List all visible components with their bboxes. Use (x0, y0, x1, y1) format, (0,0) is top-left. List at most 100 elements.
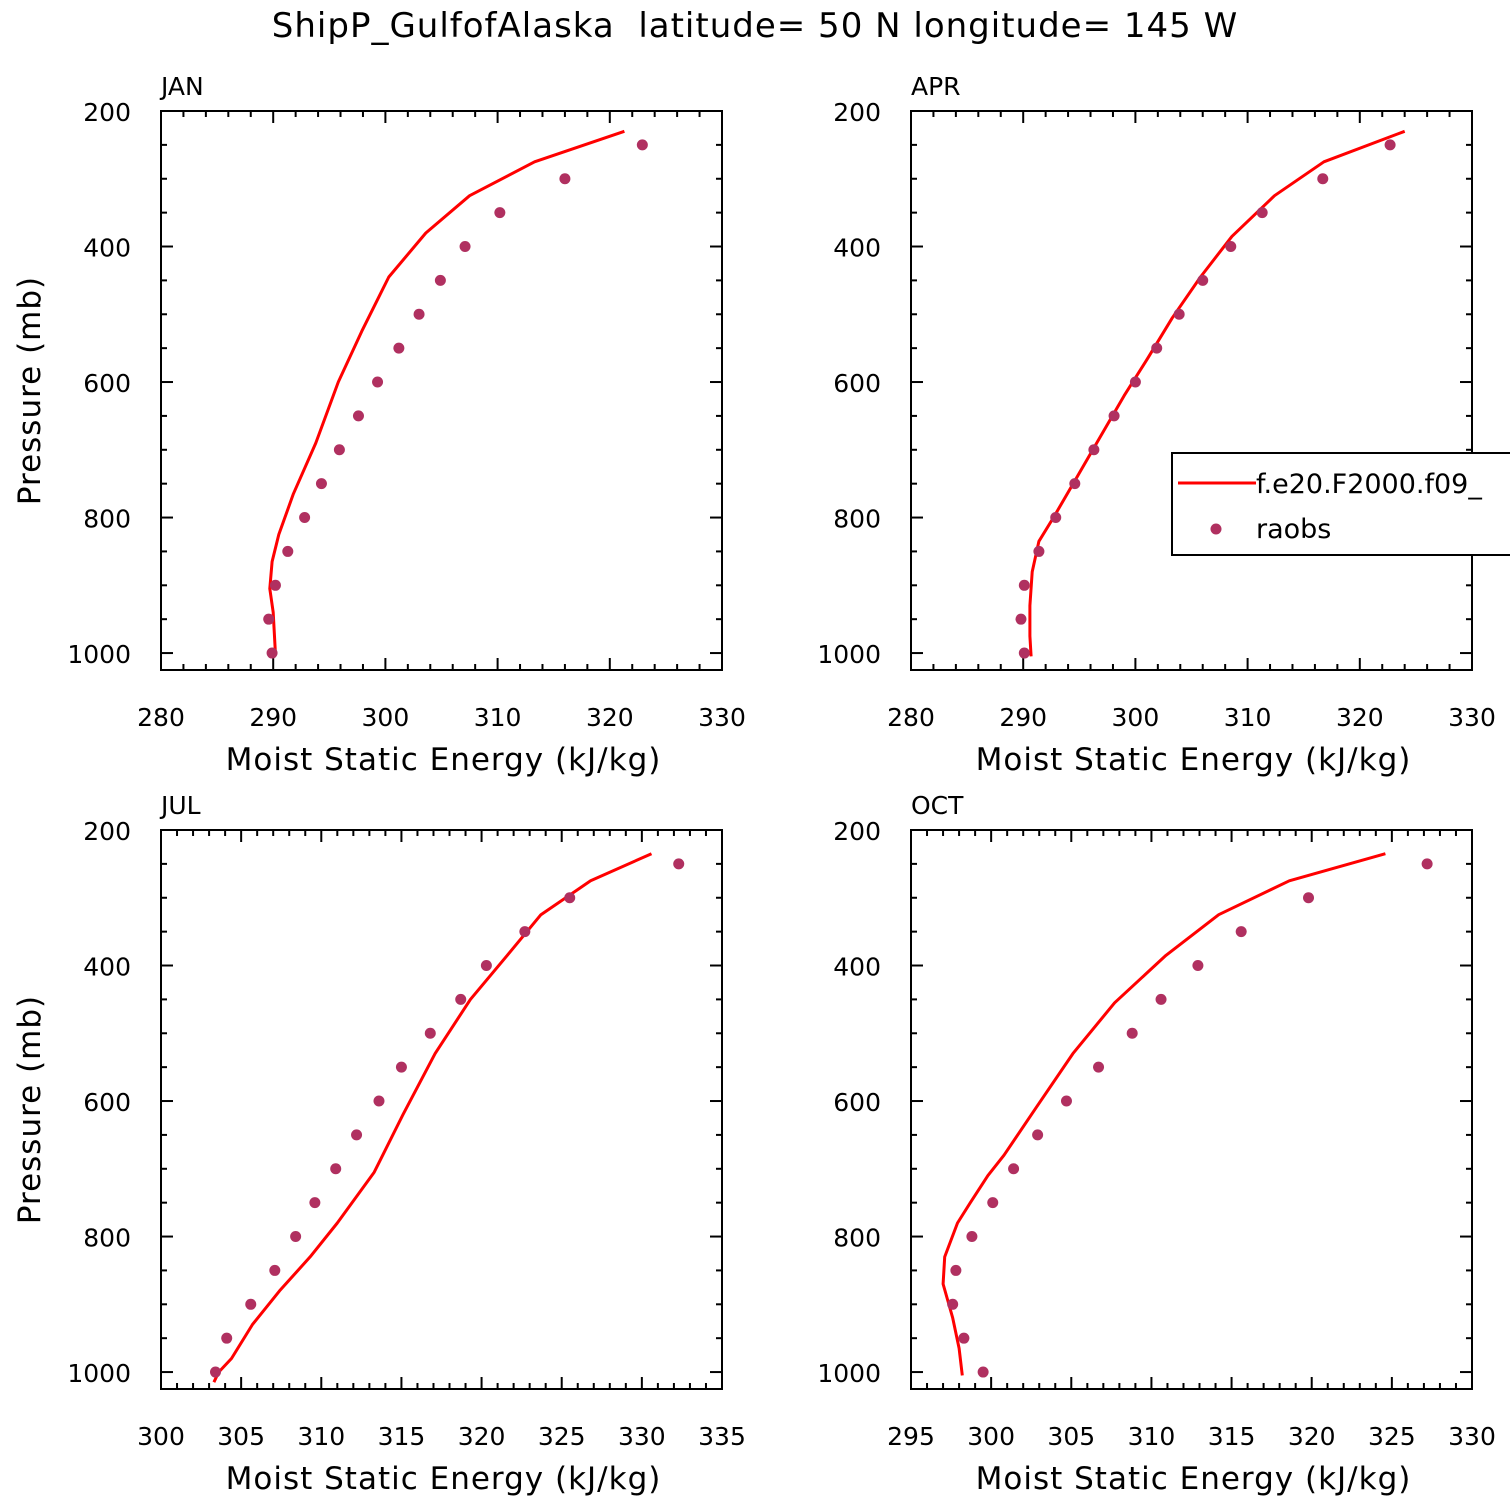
data-point-raobs (1093, 1061, 1105, 1073)
panel-jul: 300 305 310 315 320 325 330 335 200 400 600 800 1000… (12, 791, 746, 1497)
y-tick-label: 600 (833, 369, 881, 398)
data-point-raobs (1235, 926, 1247, 938)
x-tick-label: 280 (887, 703, 935, 732)
data-point-raobs (209, 1366, 221, 1378)
x-tick-label: 295 (887, 1422, 935, 1451)
x-tick-label: 280 (137, 703, 185, 732)
plot-frame (910, 110, 1473, 671)
panel-oct: 295 300 305 310 315 320 325 330 200 400 600 800 1000… (817, 791, 1495, 1497)
y-tick-label: 1000 (817, 1359, 881, 1388)
data-point-raobs (352, 410, 364, 422)
x-tick-label: 325 (538, 1422, 586, 1451)
plot-frame (160, 110, 723, 671)
y-tick-label: 800 (83, 1224, 131, 1253)
y-tick-label: 600 (833, 1088, 881, 1117)
data-point-raobs (673, 858, 685, 870)
x-tick-label: 300 (137, 1422, 185, 1451)
data-point-raobs (636, 139, 648, 151)
y-tick-label: 800 (833, 1224, 881, 1253)
y-tick-label: 200 (833, 98, 881, 127)
series-line-model (212, 852, 653, 1383)
data-point-raobs (1155, 993, 1167, 1005)
series-line-model (268, 129, 625, 654)
data-point-raobs (1069, 478, 1081, 490)
panel-label: APR (911, 72, 961, 101)
data-point-raobs (987, 1197, 999, 1209)
y-tick-label: 600 (83, 369, 131, 398)
x-axis-label: Moist Static Energy (kJ/kg) (976, 742, 1412, 778)
x-tick-label: 320 (586, 703, 634, 732)
series-line-model (1028, 129, 1406, 657)
data-point-raobs (966, 1231, 978, 1243)
data-point-raobs (221, 1332, 233, 1344)
data-point-raobs (519, 926, 531, 938)
data-point-raobs (1018, 579, 1030, 591)
data-point-raobs (1384, 139, 1396, 151)
y-tick-label: 400 (833, 234, 881, 263)
x-axis-label: Moist Static Energy (kJ/kg) (226, 1461, 662, 1497)
x-tick-label: 330 (698, 703, 746, 732)
y-tick-label: 200 (83, 98, 131, 127)
data-point-raobs (1008, 1163, 1020, 1175)
x-tick-label: 330 (618, 1422, 666, 1451)
data-point-raobs (958, 1332, 970, 1344)
chart-title: ShipP_GulfofAlaska latitude= 50 N longit… (271, 6, 1239, 46)
data-point-raobs (455, 993, 467, 1005)
data-point-raobs (494, 207, 506, 219)
y-tick-label: 1000 (817, 640, 881, 669)
panel-jan: 280 290 300 310 320 330 200 400 600 800 1000 JAN Moi… (12, 72, 746, 778)
data-point-raobs (333, 444, 345, 456)
data-point-raobs (351, 1129, 363, 1141)
legend-box (1171, 452, 1510, 556)
x-tick-label: 335 (698, 1422, 746, 1451)
legend-dot-swatch (1210, 523, 1222, 535)
data-point-raobs (564, 892, 576, 904)
series-line-model (941, 852, 1386, 1376)
data-point-raobs (290, 1231, 302, 1243)
data-point-raobs (1197, 274, 1209, 286)
data-point-raobs (424, 1027, 436, 1039)
x-axis-label: Moist Static Energy (kJ/kg) (226, 742, 662, 778)
data-point-raobs (1317, 173, 1329, 185)
data-point-raobs (266, 647, 278, 659)
data-point-raobs (373, 1095, 385, 1107)
x-tick-label: 325 (1368, 1422, 1416, 1451)
legend-label-raobs: raobs (1256, 514, 1331, 545)
y-tick-label: 200 (833, 817, 881, 846)
data-point-raobs (315, 478, 327, 490)
data-point-raobs (559, 173, 571, 185)
panel-apr: 280 290 300 310 320 330 200 400 600 800 1000 APR Moi… (817, 72, 1495, 778)
data-point-raobs (1421, 858, 1433, 870)
data-point-raobs (282, 545, 294, 557)
data-point-raobs (434, 274, 446, 286)
data-point-raobs (947, 1298, 959, 1310)
data-point-raobs (1050, 512, 1062, 524)
data-point-raobs (269, 1264, 281, 1276)
data-point-raobs (395, 1061, 407, 1073)
data-point-raobs (950, 1264, 962, 1276)
y-tick-label: 200 (83, 817, 131, 846)
y-tick-label: 400 (83, 953, 131, 982)
y-tick-label: 600 (83, 1088, 131, 1117)
data-point-raobs (977, 1366, 989, 1378)
data-point-raobs (1060, 1095, 1072, 1107)
data-point-raobs (309, 1197, 321, 1209)
x-tick-label: 330 (1448, 1422, 1496, 1451)
y-tick-label: 1000 (67, 640, 131, 669)
data-point-raobs (459, 241, 471, 253)
x-tick-label: 315 (1208, 1422, 1256, 1451)
x-tick-label: 300 (1112, 703, 1160, 732)
data-point-raobs (1108, 410, 1120, 422)
x-tick-label: 310 (297, 1422, 345, 1451)
legend: f.e20.F2000.f09_raobs (1171, 452, 1510, 556)
x-tick-label: 290 (999, 703, 1047, 732)
panel-label: JAN (159, 72, 204, 101)
x-tick-label: 310 (474, 703, 522, 732)
data-point-raobs (299, 512, 311, 524)
x-tick-label: 310 (1224, 703, 1272, 732)
data-point-raobs (1126, 1027, 1138, 1039)
data-point-raobs (1129, 376, 1141, 388)
legend-label-model: f.e20.F2000.f09_ (1256, 469, 1482, 500)
x-tick-label: 300 (362, 703, 410, 732)
